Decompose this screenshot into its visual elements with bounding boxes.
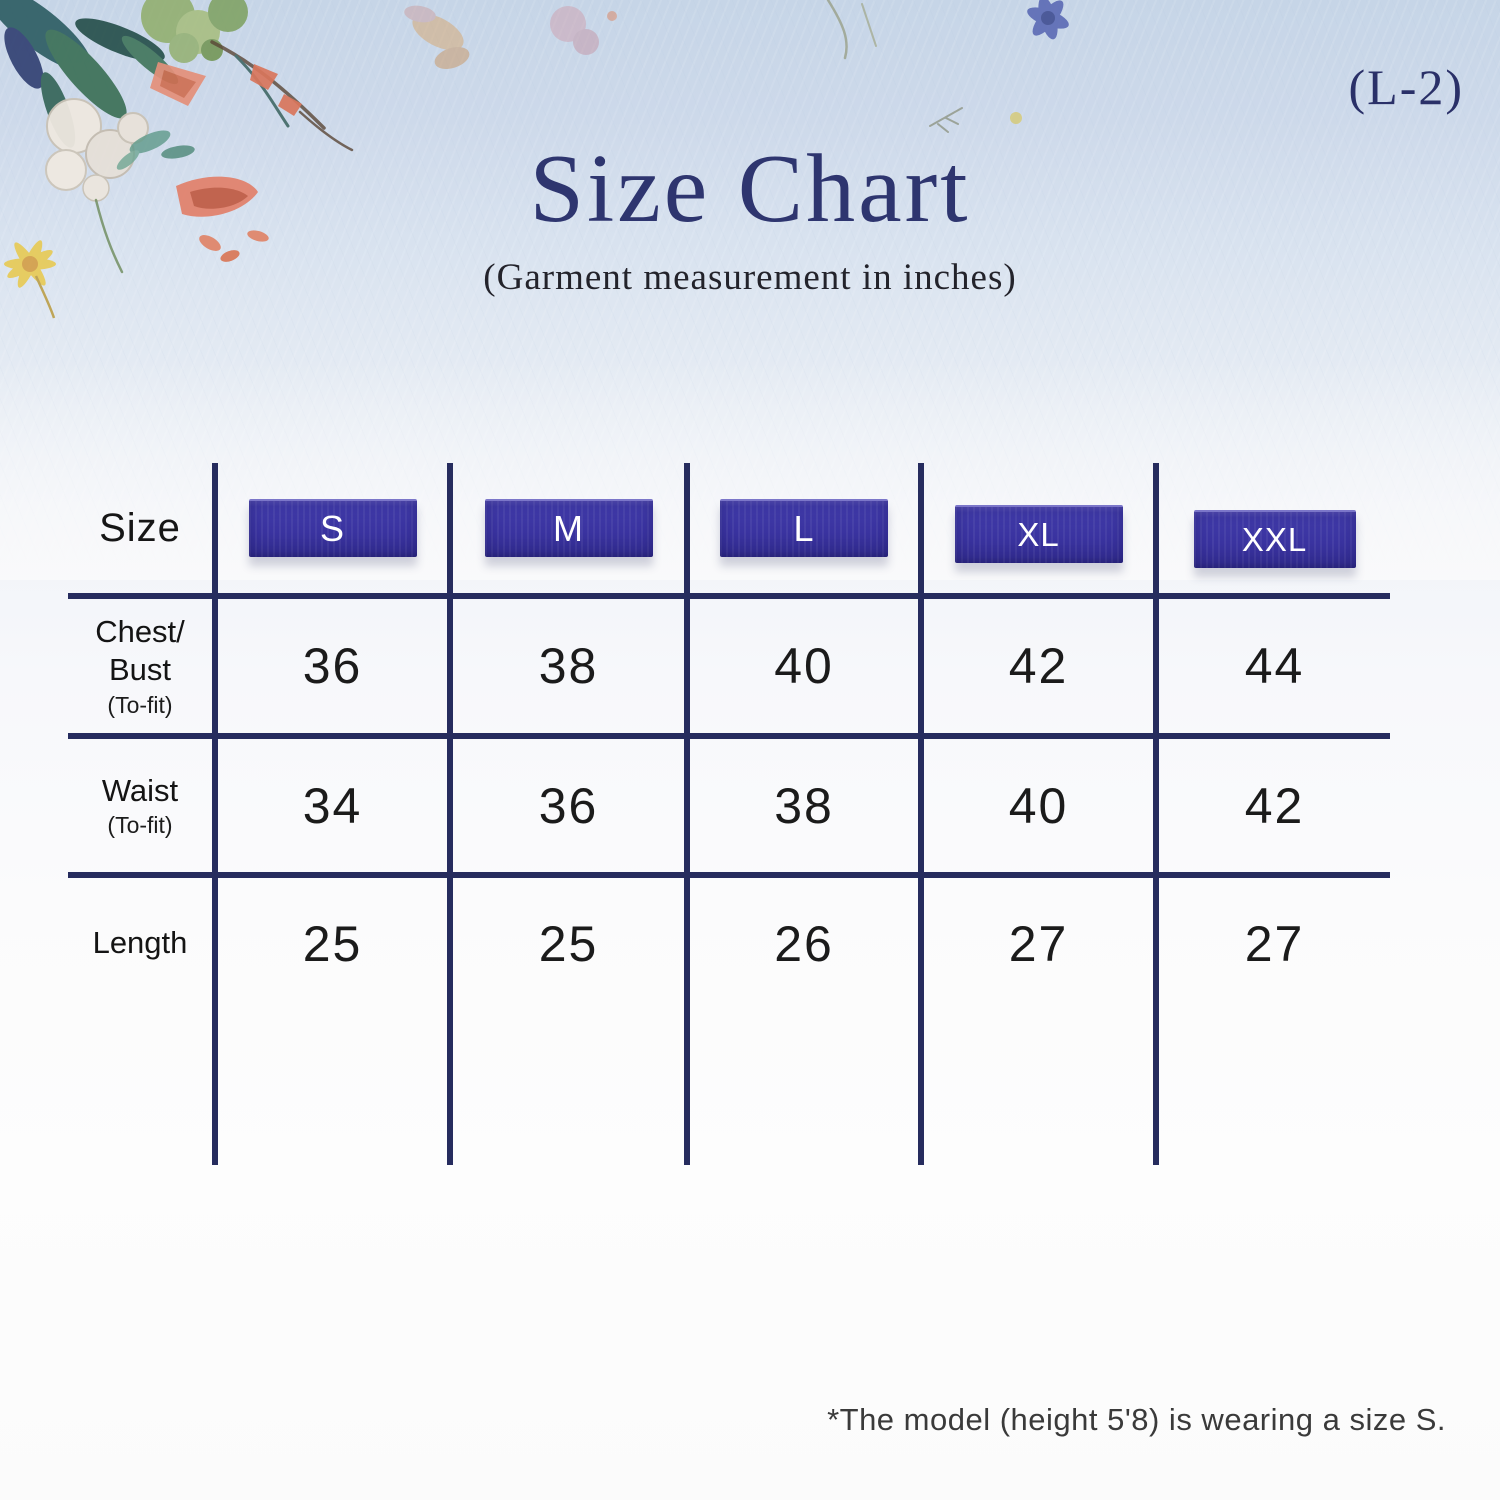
model-footnote: *The model (height 5'8) is wearing a siz…: [827, 1402, 1446, 1437]
header-cell-l: L: [684, 463, 918, 593]
header-cell-xl: XL: [918, 463, 1153, 593]
header-cell-xxl: XXL: [1153, 463, 1390, 593]
cell-waist-s: 34: [212, 733, 447, 872]
row-sublabel: (To-fit): [107, 691, 173, 718]
cell-waist-xxl: 42: [1153, 733, 1390, 872]
row-label-length: Length: [68, 872, 212, 1010]
cell-waist-xl: 40: [918, 733, 1153, 872]
header-cell-s: S: [212, 463, 447, 593]
cell-chest-s: 36: [212, 593, 447, 733]
row-label-line: Waist: [101, 772, 179, 808]
cell-waist-m: 36: [447, 733, 684, 872]
empty-cell: [684, 1010, 918, 1165]
cell-length-xxl: 27: [1153, 872, 1390, 1010]
cell-chest-xl: 42: [918, 593, 1153, 733]
row-label-waist: Waist (To-fit): [68, 733, 212, 872]
table-corner-cell: Size: [68, 463, 212, 593]
header-cell-m: M: [447, 463, 684, 593]
cell-chest-m: 38: [447, 593, 684, 733]
empty-cell: [68, 1010, 212, 1165]
cell-length-xl: 27: [918, 872, 1153, 1010]
size-badge-xl: XL: [954, 505, 1123, 563]
cell-waist-l: 38: [684, 733, 918, 872]
size-table: Size S M L XL XXL Chest/ Bust (To-fit) 3…: [68, 463, 1390, 1165]
cell-length-l: 26: [684, 872, 918, 1010]
cell-length-m: 25: [447, 872, 684, 1010]
size-column-label: Size: [99, 505, 181, 550]
page-title: Size Chart: [529, 135, 971, 243]
row-label-line: Chest/: [95, 614, 185, 650]
cell-chest-xxl: 44: [1153, 593, 1390, 733]
cell-length-s: 25: [212, 872, 447, 1010]
empty-cell: [212, 1010, 447, 1165]
size-badge-l: L: [720, 499, 888, 557]
empty-cell: [918, 1010, 1153, 1165]
row-label-line: Bust: [108, 651, 172, 687]
size-badge-m: M: [484, 499, 653, 557]
size-badge-xxl: XXL: [1193, 510, 1356, 568]
row-sublabel: (To-fit): [107, 812, 173, 839]
cell-chest-l: 40: [684, 593, 918, 733]
size-badge-s: S: [248, 499, 417, 557]
row-label-line: Length: [92, 925, 188, 961]
page-subtitle: (Garment measurement in inches): [483, 257, 1017, 298]
empty-cell: [447, 1010, 684, 1165]
empty-cell: [1153, 1010, 1390, 1165]
row-label-chest-bust: Chest/ Bust (To-fit): [68, 593, 212, 733]
style-code: (L-2): [1348, 59, 1464, 115]
